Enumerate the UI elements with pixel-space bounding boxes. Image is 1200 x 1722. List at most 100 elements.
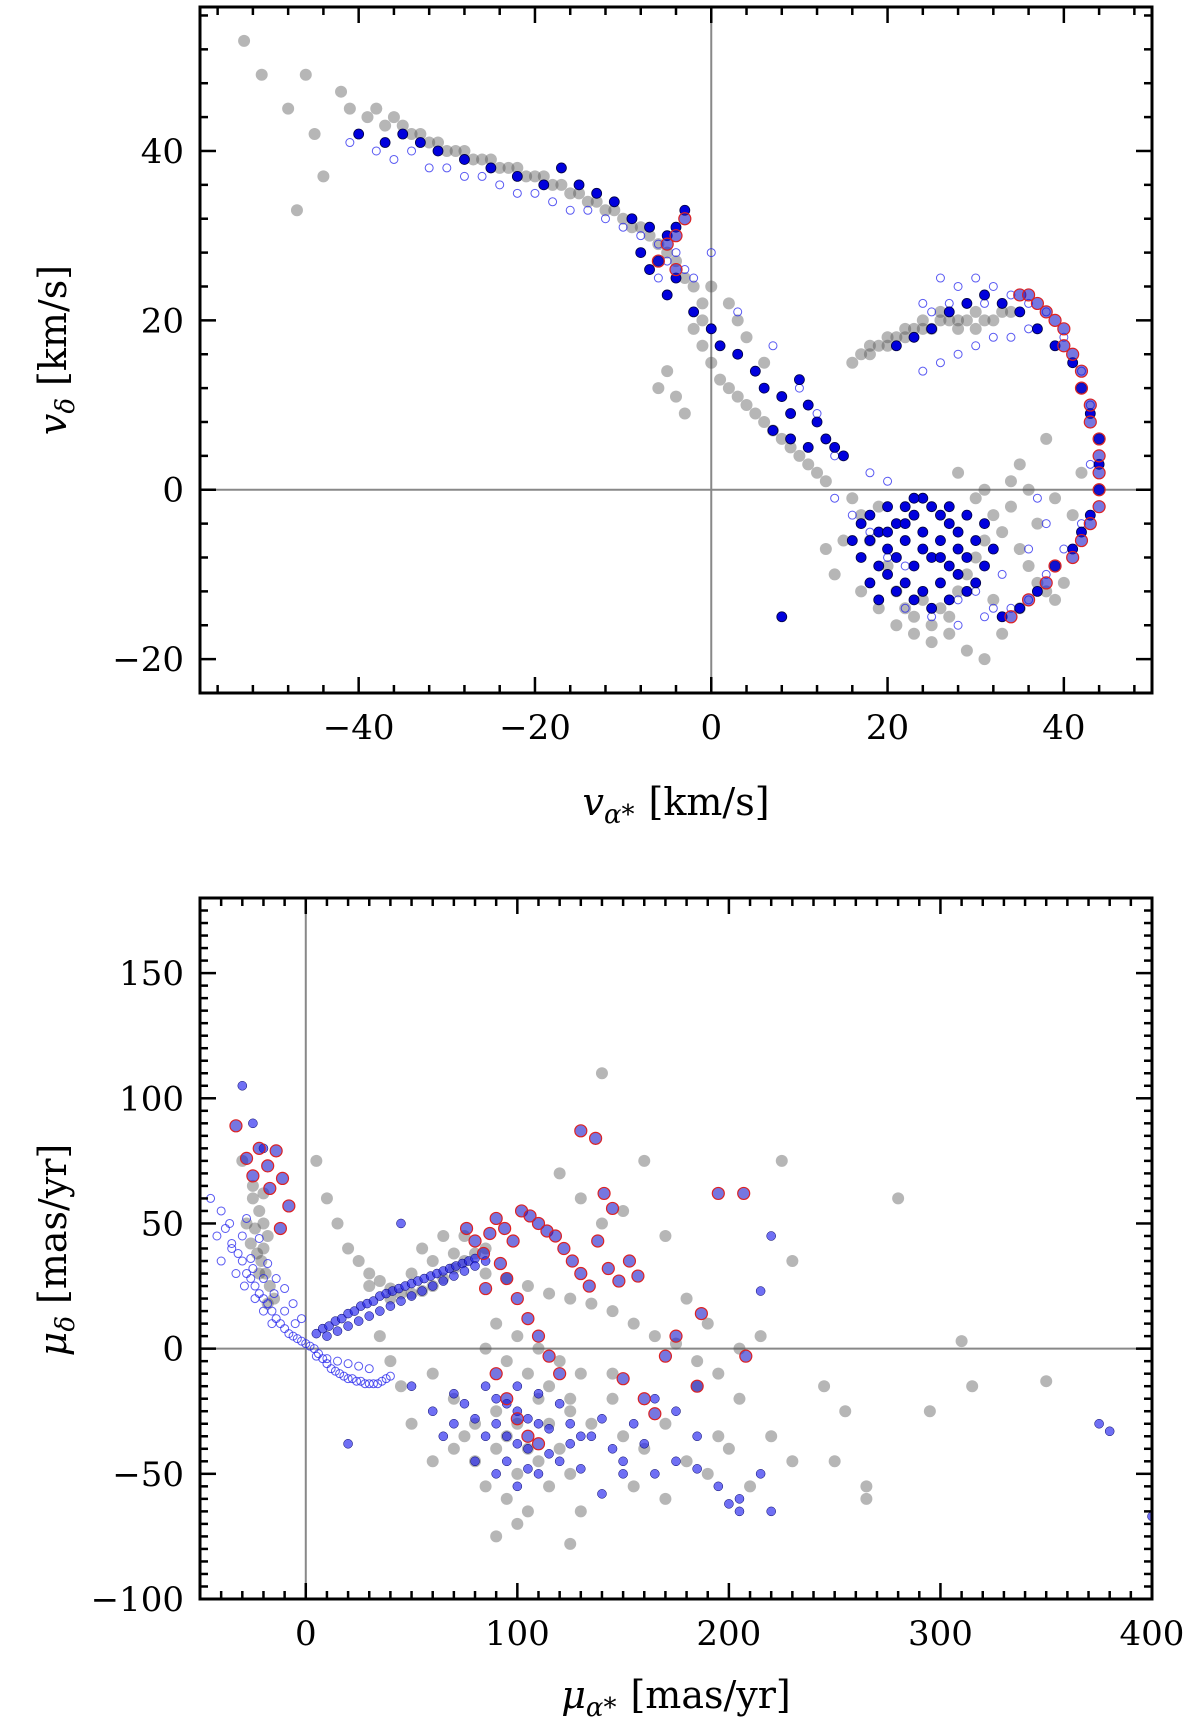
point-red-ring bbox=[1048, 559, 1062, 573]
point-gray bbox=[863, 348, 876, 361]
point-blue-open bbox=[250, 1294, 260, 1304]
point-blue-filled bbox=[414, 137, 426, 148]
point-blue-filled bbox=[322, 1331, 332, 1341]
top-tick-labels: −40 −20 0 20 40 −20 0 20 40 bbox=[112, 132, 1085, 748]
top-ticks bbox=[200, 7, 1152, 695]
point-gray bbox=[890, 331, 903, 344]
point-gray bbox=[705, 356, 718, 369]
point-blue-filled bbox=[470, 1413, 480, 1424]
point-blue-filled bbox=[639, 1439, 650, 1449]
top-plot-frame bbox=[198, 5, 1154, 695]
point-gray bbox=[775, 432, 788, 445]
point-blue-filled bbox=[899, 577, 911, 589]
point-gray bbox=[952, 585, 965, 598]
point-blue-open bbox=[988, 281, 998, 291]
point-red-ring bbox=[273, 1221, 287, 1236]
bottom-x-axis-label: μα* [mas/yr] bbox=[561, 1673, 791, 1722]
point-gray bbox=[966, 1380, 979, 1393]
x-tick-label: 0 bbox=[295, 1614, 317, 1654]
top-x-axis-label: vα* [km/s] bbox=[582, 780, 769, 830]
point-gray bbox=[574, 1192, 587, 1205]
point-gray bbox=[811, 466, 824, 479]
point-gray bbox=[335, 85, 348, 98]
point-gray bbox=[881, 559, 894, 572]
point-gray bbox=[934, 602, 947, 615]
point-gray bbox=[960, 644, 973, 657]
point-red-ring bbox=[616, 1372, 630, 1386]
point-gray bbox=[608, 204, 621, 217]
point-blue-filled bbox=[385, 1301, 396, 1311]
point-blue-open bbox=[495, 180, 505, 190]
point-blue-filled bbox=[379, 137, 391, 148]
point-gray bbox=[564, 187, 577, 200]
point-gray bbox=[573, 187, 586, 200]
point-gray bbox=[373, 1330, 386, 1343]
point-blue-open bbox=[883, 476, 893, 486]
point-blue-filled bbox=[917, 543, 929, 555]
point-gray bbox=[299, 68, 312, 81]
point-blue-open bbox=[352, 1376, 362, 1386]
point-blue-filled bbox=[438, 1276, 449, 1286]
point-blue-filled bbox=[644, 221, 655, 233]
point-gray bbox=[447, 1247, 460, 1260]
point-red-ring bbox=[669, 229, 683, 243]
point-red-ring bbox=[565, 1254, 579, 1268]
point-blue-filled bbox=[766, 1506, 776, 1517]
point-gray bbox=[511, 1517, 524, 1530]
point-gray bbox=[678, 407, 691, 420]
point-gray bbox=[255, 68, 268, 81]
point-blue-open bbox=[368, 1379, 378, 1389]
point-red-ring bbox=[239, 1151, 254, 1165]
point-gray bbox=[908, 610, 920, 623]
point-blue-filled bbox=[556, 162, 567, 174]
point-blue-filled bbox=[734, 1506, 745, 1517]
point-gray bbox=[722, 1442, 735, 1455]
point-gray bbox=[595, 1217, 608, 1230]
point-blue-filled bbox=[449, 1271, 459, 1281]
point-gray bbox=[1057, 576, 1070, 589]
y-tick-label: −100 bbox=[91, 1580, 184, 1620]
point-gray bbox=[387, 111, 400, 124]
x-tick-label: −40 bbox=[323, 708, 395, 748]
point-blue-open bbox=[971, 341, 981, 351]
bottom-ticks bbox=[198, 896, 1154, 1601]
point-gray bbox=[784, 441, 797, 454]
point-blue-open bbox=[944, 298, 954, 308]
point-gray bbox=[426, 1367, 439, 1380]
point-red-ring bbox=[510, 1291, 524, 1306]
point-blue-filled bbox=[485, 162, 497, 174]
point-blue-filled bbox=[979, 289, 990, 301]
point-red-ring bbox=[521, 1429, 535, 1443]
point-blue-open bbox=[263, 1259, 273, 1269]
point-blue-open bbox=[345, 138, 355, 148]
point-gray bbox=[687, 322, 700, 335]
point-blue-open bbox=[997, 569, 1007, 579]
point-blue-open bbox=[548, 197, 558, 207]
point-gray bbox=[490, 1317, 503, 1330]
point-gray bbox=[670, 390, 682, 403]
point-blue-filled bbox=[692, 1431, 702, 1442]
point-blue-filled bbox=[396, 1296, 406, 1306]
point-red-ring bbox=[261, 1159, 275, 1173]
point-blue-filled bbox=[343, 1439, 353, 1449]
point-red-ring bbox=[489, 1367, 503, 1381]
point-red-ring bbox=[605, 1201, 620, 1216]
point-blue-filled bbox=[917, 526, 929, 538]
x-tick-label: 300 bbox=[908, 1614, 973, 1654]
point-red-ring bbox=[229, 1119, 243, 1133]
point-gray bbox=[786, 1255, 799, 1268]
point-gray bbox=[342, 1242, 355, 1255]
point-gray bbox=[574, 1367, 587, 1380]
point-red-ring bbox=[1074, 381, 1089, 395]
point-gray bbox=[263, 1280, 276, 1293]
point-red-ring bbox=[1092, 466, 1106, 480]
point-red-ring bbox=[468, 1234, 482, 1248]
point-gray bbox=[952, 466, 965, 479]
point-gray bbox=[543, 1480, 556, 1493]
point-blue-filled bbox=[864, 535, 876, 546]
point-gray bbox=[521, 1505, 534, 1518]
point-blue-filled bbox=[511, 170, 523, 182]
point-blue-open bbox=[216, 1206, 226, 1216]
point-gray bbox=[606, 1392, 619, 1405]
point-blue-filled bbox=[811, 416, 823, 428]
